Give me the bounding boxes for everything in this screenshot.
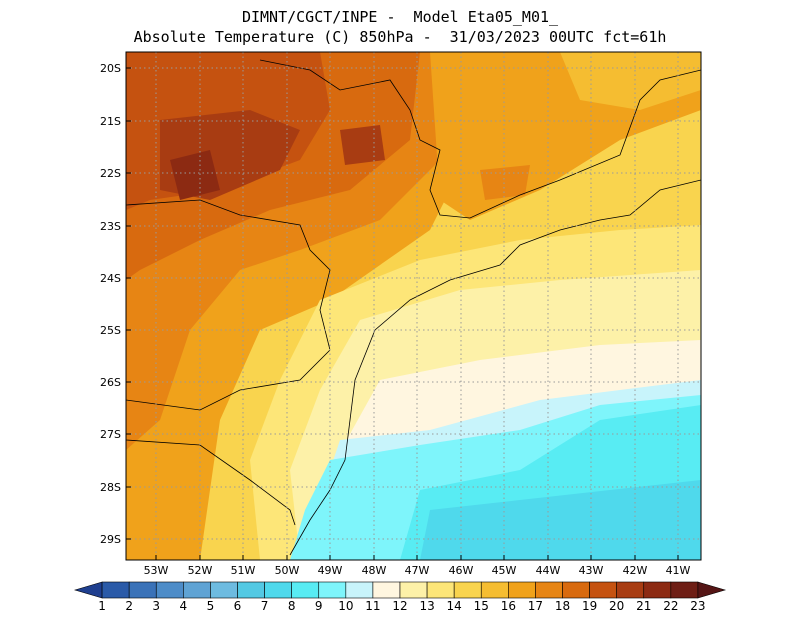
colorbar-label: 21: [636, 599, 651, 613]
colorbar-label: 2: [125, 599, 133, 613]
lat-label: 26S: [100, 376, 121, 389]
colorbar-label: 4: [180, 599, 188, 613]
lat-label: 22S: [100, 167, 121, 180]
lon-label: 50W: [275, 564, 300, 577]
lat-label: 27S: [100, 428, 121, 441]
colorbar: 1 2 3 4 5 6 7 8 9 10 11 12 13 14 15 16 17 18 19 20 21 22 23: [73, 581, 727, 613]
colorbar-swatch: [128, 581, 157, 599]
colorbar-swatch: [101, 581, 130, 599]
map-title-line1: DIMNT/CGCT/INPE - Model Eta05_M01_: [241, 8, 559, 26]
lon-label: 43W: [579, 564, 604, 577]
colorbar-label: 10: [338, 599, 353, 613]
colorbar-swatch: [616, 581, 645, 599]
lat-label: 20S: [100, 62, 121, 75]
lat-label: 21S: [100, 115, 121, 128]
colorbar-swatch: [697, 581, 727, 599]
coastline-borders: [126, 59, 701, 556]
lon-label: 51W: [231, 564, 256, 577]
lon-label: 52W: [188, 564, 213, 577]
colorbar-swatch: [318, 581, 347, 599]
lat-label: 29S: [100, 533, 121, 546]
latitude-axis: 20S 21S 22S 23S 24S 25S 26S 27S 28S 29S: [100, 62, 131, 546]
colorbar-label: 11: [365, 599, 380, 613]
temperature-field: [126, 52, 701, 560]
lat-label: 25S: [100, 324, 121, 337]
colorbar-label: 8: [288, 599, 296, 613]
colorbar-swatch: [73, 581, 103, 599]
colorbar-swatch: [480, 581, 509, 599]
lon-label: 41W: [666, 564, 691, 577]
colorbar-swatch: [453, 581, 482, 599]
colorbar-swatch: [426, 581, 455, 599]
colorbar-swatch: [183, 581, 211, 599]
colorbar-label: 19: [582, 599, 597, 613]
colorbar-label: 1: [98, 599, 106, 613]
lat-label: 28S: [100, 481, 121, 494]
lon-label: 45W: [492, 564, 517, 577]
lat-label: 24S: [100, 272, 121, 285]
lon-label: 44W: [536, 564, 561, 577]
colorbar-label: 3: [152, 599, 160, 613]
colorbar-label: 13: [419, 599, 434, 613]
colorbar-swatch: [291, 581, 320, 599]
colorbar-label: 9: [315, 599, 323, 613]
lon-label: 53W: [144, 564, 169, 577]
colorbar-label: 16: [501, 599, 516, 613]
colorbar-swatch: [562, 581, 590, 599]
colorbar-swatch: [399, 581, 428, 599]
longitude-axis: 53W 52W 51W 50W 49W 48W 47W 46W 45W 44W 43W 42W 41W: [144, 555, 691, 577]
colorbar-swatch: [155, 581, 184, 599]
map-title-line2: Absolute Temperature (C) 850hPa - 31/03/…: [133, 28, 667, 46]
colorbar-label: 12: [392, 599, 407, 613]
colorbar-label: 17: [528, 599, 543, 613]
lon-label: 48W: [362, 564, 387, 577]
colorbar-swatch: [643, 581, 672, 599]
colorbar-label: 22: [663, 599, 678, 613]
colorbar-swatch: [345, 581, 374, 599]
colorbar-swatch: [372, 581, 401, 599]
lat-label: 23S: [100, 220, 121, 233]
lon-label: 47W: [405, 564, 430, 577]
lon-label: 42W: [623, 564, 648, 577]
colorbar-swatch: [264, 581, 292, 599]
colorbar-swatch: [237, 581, 265, 599]
lon-label: 46W: [449, 564, 474, 577]
colorbar-swatch: [670, 581, 699, 599]
colorbar-label: 7: [261, 599, 269, 613]
colorbar-swatch: [535, 581, 563, 599]
lon-label: 49W: [318, 564, 343, 577]
colorbar-label: 6: [234, 599, 242, 613]
colorbar-swatch: [210, 581, 238, 599]
grid-lines: [126, 52, 701, 560]
map-frame: [125, 51, 702, 561]
colorbar-label: 18: [555, 599, 570, 613]
colorbar-swatch: [508, 581, 536, 599]
colorbar-swatch: [589, 581, 617, 599]
colorbar-label: 23: [690, 599, 705, 613]
colorbar-label: 14: [447, 599, 462, 613]
colorbar-label: 20: [609, 599, 624, 613]
colorbar-label: 15: [474, 599, 489, 613]
colorbar-label: 5: [207, 599, 215, 613]
